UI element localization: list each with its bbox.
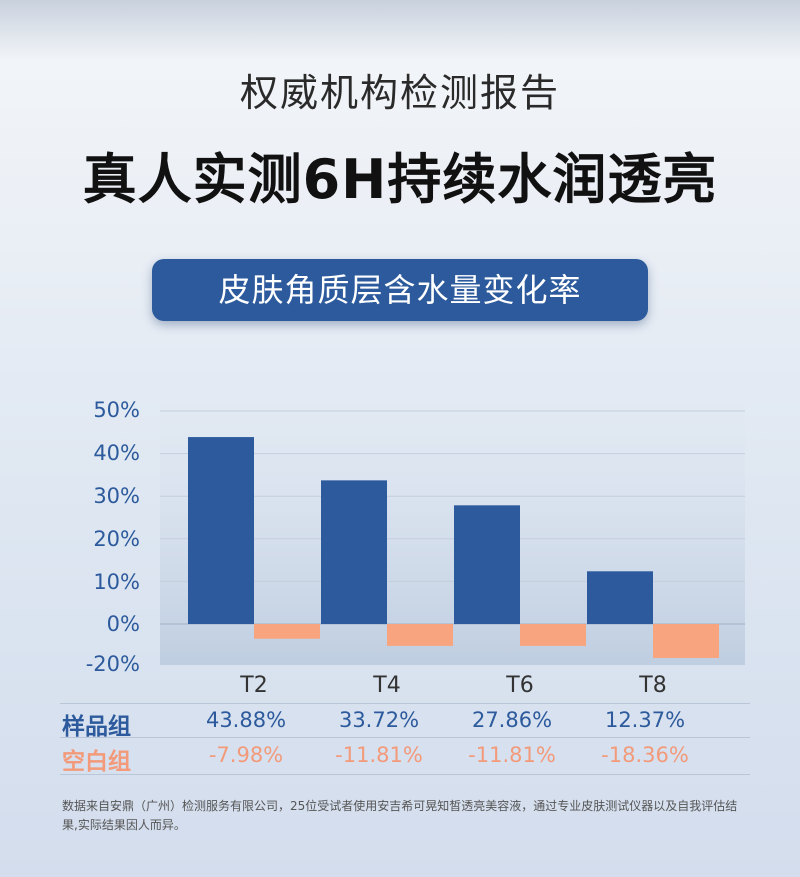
top-shade [0, 0, 800, 60]
sample-value: 33.72% [338, 708, 420, 732]
sample-group-label: 样品组 [62, 714, 131, 740]
y-tick-label: 40% [93, 441, 140, 465]
bar-blank-T2 [254, 624, 320, 639]
bar-blank-T8 [653, 624, 719, 658]
y-tick-label: 30% [93, 484, 140, 508]
y-tick-label: 0% [106, 612, 140, 636]
bar-sample-T2 [188, 437, 254, 624]
y-tick-label: -20% [85, 652, 140, 676]
footnote: 数据来自安鼎（广州）检测服务有限公司，25位受试者使用安吉希可晃知皙透亮美容液，… [62, 799, 738, 832]
blank-value: -11.81% [468, 743, 556, 767]
page-subtitle: 权威机构检测报告 [239, 71, 560, 115]
bar-sample-T8 [587, 571, 653, 624]
blank-value: -7.98% [208, 743, 284, 767]
y-tick-label: 10% [93, 570, 140, 594]
blank-group-label: 空白组 [62, 749, 131, 775]
table-divider [60, 737, 750, 738]
blank-value: -18.36% [601, 743, 689, 767]
y-tick-label: 20% [93, 527, 140, 551]
x-tick-label: T2 [239, 673, 267, 698]
bar-sample-T6 [454, 505, 520, 624]
chart-title-pill: 皮肤角质层含水量变化率 [152, 259, 648, 321]
x-tick-label: T6 [505, 673, 533, 698]
page-title: 真人实测6H持续水润透亮 [82, 148, 718, 211]
bar-blank-T4 [387, 624, 453, 646]
bar-chart: T2 T4 T6 T8 [160, 380, 745, 698]
sample-value: 12.37% [604, 708, 686, 732]
bar-sample-T4 [321, 480, 387, 624]
table-divider [60, 703, 750, 704]
blank-value: -11.81% [335, 743, 423, 767]
bar-blank-T6 [520, 624, 586, 646]
table-divider [60, 774, 750, 775]
y-tick-label: 50% [93, 398, 140, 422]
x-tick-label: T4 [372, 673, 400, 698]
sample-value: 43.88% [205, 708, 287, 732]
sample-value: 27.86% [471, 708, 553, 732]
x-tick-label: T8 [638, 673, 666, 698]
